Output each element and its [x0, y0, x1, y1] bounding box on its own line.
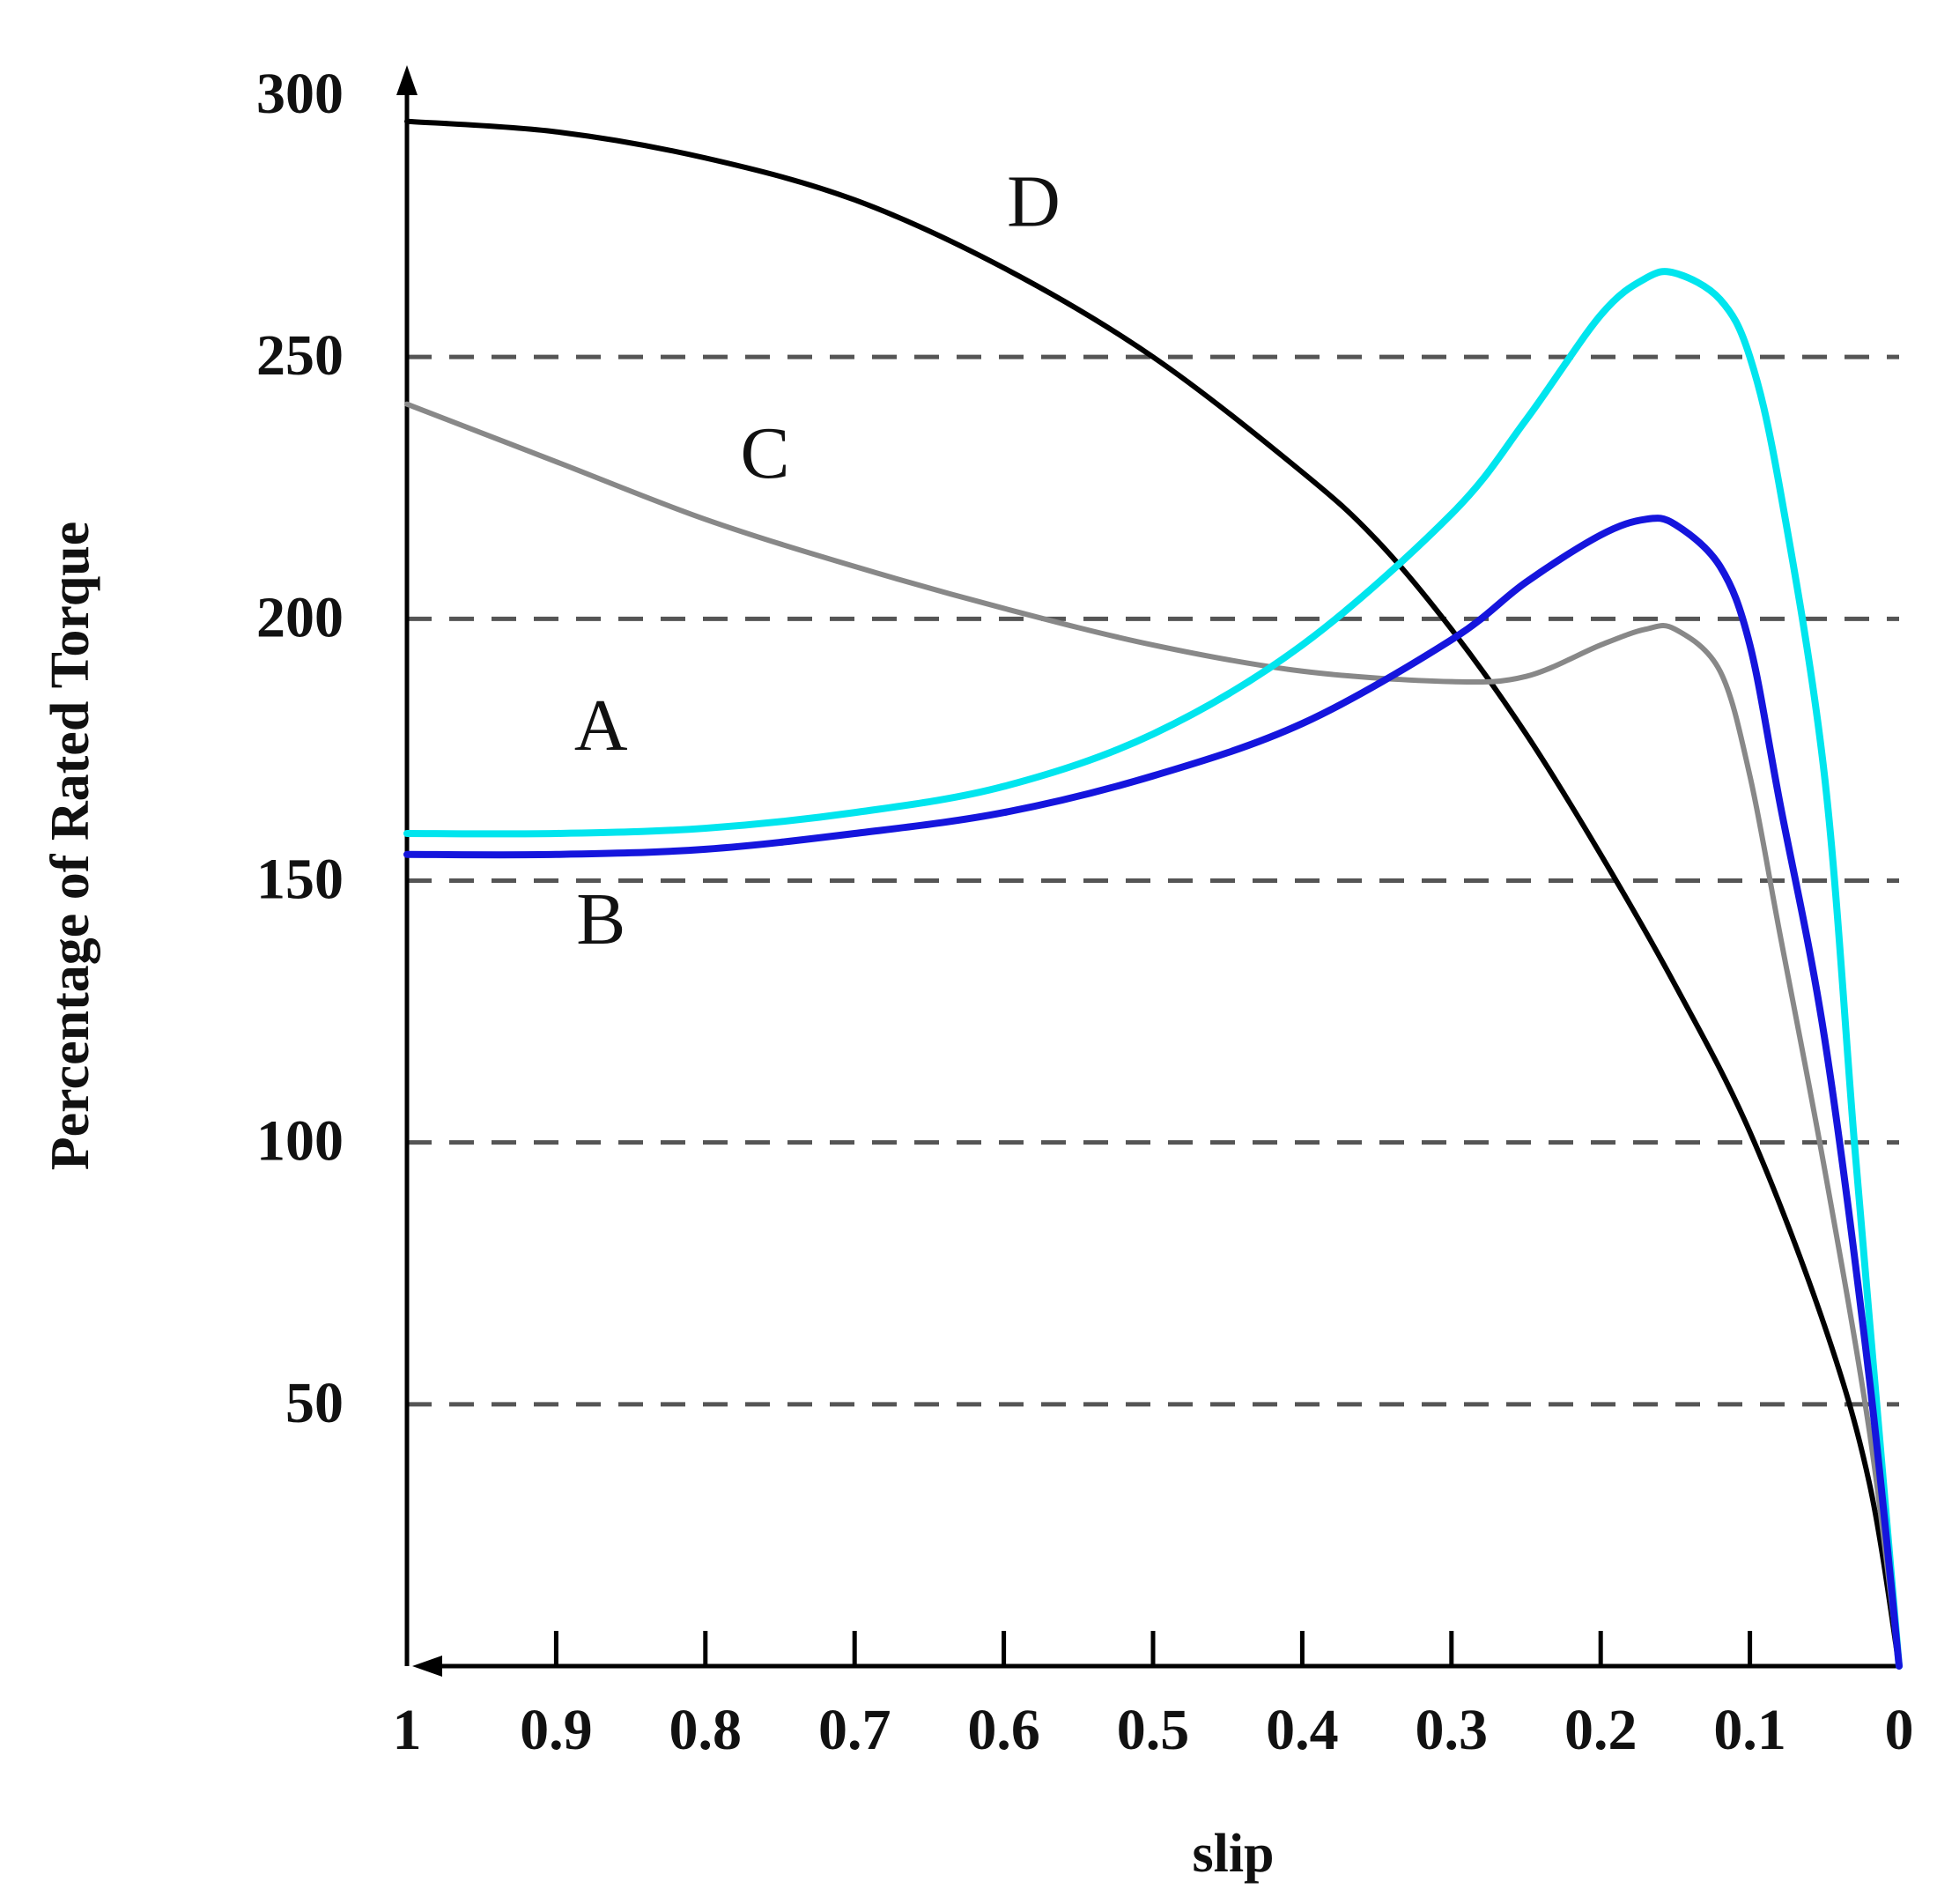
- x-ticks: 1 0.9 0.8 0.7 0.6 0.5 0.4 0.3 0.2 0.1 0: [393, 1631, 1914, 1762]
- axes: [396, 65, 1899, 1677]
- curve-a: [403, 268, 1903, 1670]
- x-tick-label: 0: [1885, 1698, 1914, 1762]
- x-tick-label: 1: [393, 1698, 422, 1762]
- x-tick-label: 0.1: [1713, 1698, 1786, 1762]
- y-tick-label: 150: [256, 848, 344, 912]
- curve-label-d: D: [1007, 161, 1061, 243]
- y-axis-title: Percentage of Rated Torque: [41, 522, 100, 1170]
- x-tick-label: 0.4: [1266, 1698, 1339, 1762]
- curve-label-c: C: [741, 412, 790, 494]
- curve-label-a: A: [574, 685, 628, 767]
- curve-b: [403, 515, 1903, 1670]
- curves: [403, 118, 1903, 1670]
- y-tick-label: 200: [256, 585, 344, 649]
- y-tick-label: 50: [285, 1371, 344, 1435]
- x-tick-label: 0.5: [1117, 1698, 1190, 1762]
- curve-c: [404, 401, 1902, 1669]
- gridlines: [407, 354, 1899, 1407]
- x-tick-label: 0.8: [669, 1698, 743, 1762]
- x-tick-label: 0.7: [818, 1698, 891, 1762]
- curve-d: [404, 118, 1902, 1669]
- x-axis-title: slip: [1192, 1824, 1274, 1884]
- x-tick-label: 0.9: [520, 1698, 593, 1762]
- y-tick-label: 250: [256, 323, 344, 388]
- y-ticks: 50 100 150 200 250 300: [256, 62, 344, 1435]
- y-tick-label: 100: [256, 1109, 344, 1174]
- x-tick-label: 0.3: [1416, 1698, 1489, 1762]
- x-tick-label: 0.6: [967, 1698, 1040, 1762]
- curve-label-b: B: [576, 878, 625, 960]
- curve-labels: D C A B: [574, 161, 1061, 960]
- y-tick-label: 300: [256, 62, 344, 126]
- x-axis-arrow: [412, 1656, 442, 1677]
- y-axis-arrow: [396, 65, 418, 95]
- x-tick-label: 0.2: [1564, 1698, 1638, 1762]
